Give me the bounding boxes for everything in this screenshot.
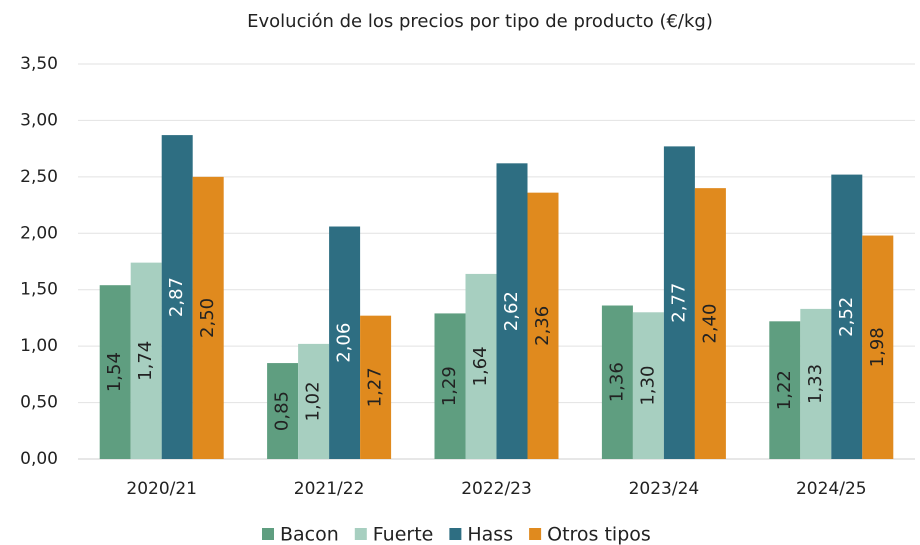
data-label: 1,74 [135, 341, 156, 381]
data-label: 1,30 [637, 366, 658, 406]
bar [161, 135, 193, 459]
y-tick-label: 2,00 [20, 223, 58, 243]
y-tick-label: 0,50 [20, 393, 58, 413]
legend-label: Fuerte [373, 524, 434, 545]
x-tick-label: 2022/23 [461, 479, 532, 499]
data-label: 1,22 [774, 370, 795, 410]
bar [130, 262, 162, 459]
legend-swatch [262, 528, 274, 540]
y-tick-label: 1,00 [20, 336, 58, 356]
data-label: 1,33 [805, 364, 826, 404]
bar [329, 226, 361, 459]
y-tick-label: 2,50 [20, 167, 58, 187]
data-label: 1,27 [365, 367, 386, 407]
data-label: 2,50 [197, 298, 218, 338]
legend-swatch [529, 528, 542, 540]
bar [800, 308, 832, 459]
bar [298, 343, 330, 459]
bar [527, 192, 559, 459]
x-tick-label: 2024/25 [796, 479, 867, 499]
bar [769, 321, 801, 459]
data-label: 1,29 [439, 366, 460, 406]
data-label: 2,40 [699, 304, 720, 344]
data-label: 0,85 [272, 391, 293, 431]
bar [496, 163, 528, 460]
data-label: 2,06 [334, 323, 355, 363]
data-label: 2,87 [166, 277, 187, 317]
bar [632, 312, 664, 459]
y-tick-label: 0,00 [20, 449, 58, 469]
legend-label: Hass [467, 524, 513, 545]
data-label: 1,64 [470, 346, 491, 386]
bar [831, 174, 863, 459]
data-label: 1,54 [104, 352, 125, 392]
legend-label: Otros tipos [547, 524, 651, 545]
chart-title: Evolución de los precios por tipo de pro… [247, 11, 713, 32]
x-tick-label: 2020/21 [126, 479, 197, 499]
bar [862, 235, 894, 459]
bar [99, 285, 131, 459]
bar [601, 305, 633, 459]
y-tick-label: 1,50 [20, 280, 58, 300]
bar [360, 315, 392, 459]
bar [267, 363, 299, 459]
legend-label: Bacon [280, 524, 339, 545]
y-tick-label: 3,00 [20, 110, 58, 130]
legend-swatch [354, 528, 367, 540]
data-label: 1,02 [303, 381, 324, 421]
bar [663, 146, 695, 459]
legend-swatch [449, 528, 462, 540]
bar [434, 313, 466, 459]
data-label: 1,36 [606, 362, 627, 402]
data-label: 2,52 [836, 297, 857, 337]
x-tick-label: 2021/22 [294, 479, 365, 499]
bar [465, 273, 497, 459]
data-label: 2,62 [501, 291, 522, 331]
data-label: 2,36 [532, 306, 553, 346]
data-label: 2,77 [668, 283, 689, 323]
bar [694, 188, 726, 459]
y-tick-label: 3,50 [20, 54, 58, 74]
bar [192, 176, 224, 459]
data-label: 1,98 [867, 327, 888, 367]
x-tick-label: 2023/24 [629, 479, 700, 499]
